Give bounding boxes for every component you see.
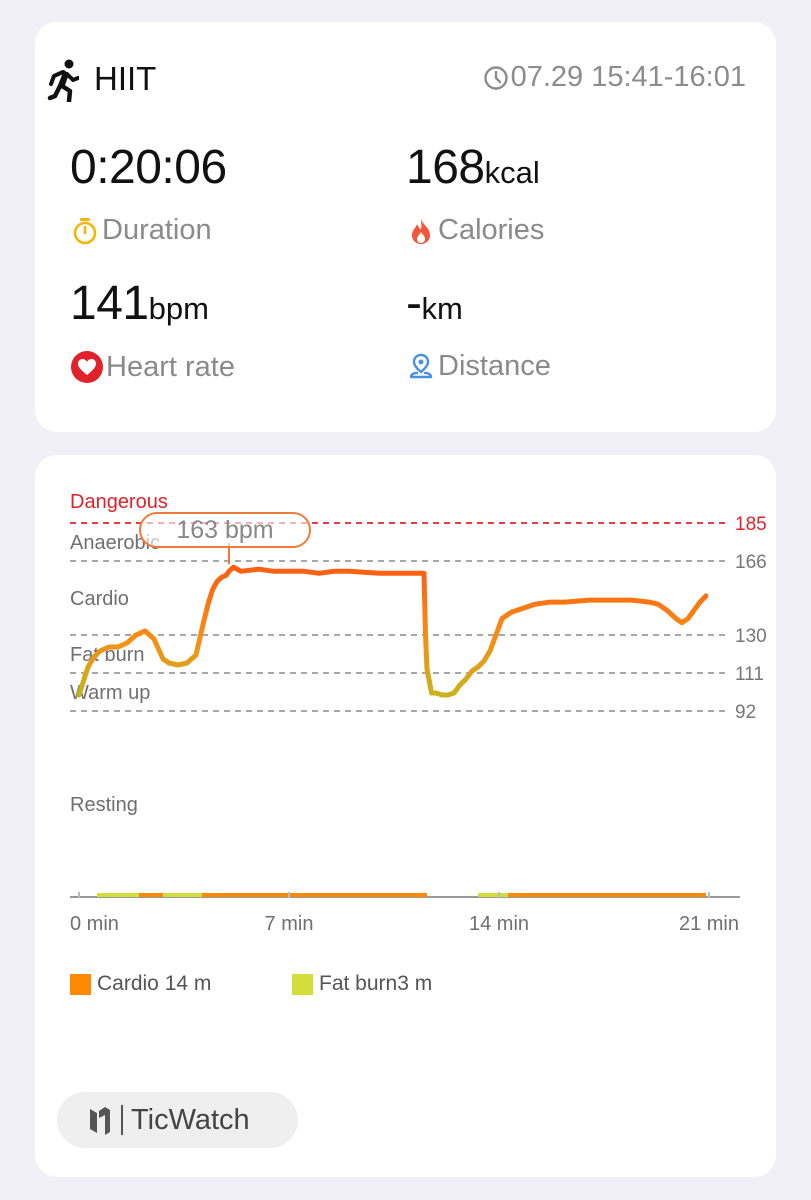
summary-header: HIIT 07.29 15:41-16:01 [47, 58, 746, 102]
x-tick-label-1: 7 min [265, 913, 314, 935]
zone-label-cardio: Cardio [70, 588, 129, 610]
calories-label: Calories [438, 214, 545, 246]
duration-label: Duration [102, 214, 212, 246]
zone-label-resting: Resting [70, 794, 138, 816]
threshold-label-185: 185 [735, 514, 767, 535]
ticwatch-logo-icon [90, 1107, 110, 1135]
distance-unit: km [421, 291, 463, 326]
flame-icon [412, 218, 430, 244]
zone-bar-segment-2 [163, 893, 202, 897]
calories-stat: 168kcal Calories [406, 144, 544, 247]
location-pin-icon [409, 353, 433, 378]
zone-label-fat-burn: Fat burn [70, 644, 144, 666]
zone-label-warm-up: Warm up [70, 682, 150, 704]
legend-item-cardio: Cardio 14 m [70, 972, 211, 996]
calories-unit: kcal [484, 155, 540, 190]
heart-rate-unit: bpm [148, 291, 209, 326]
heart-rate-line [76, 564, 709, 698]
brand-divider [121, 1105, 123, 1135]
clock-icon [483, 65, 508, 90]
x-tick-label-2: 14 min [469, 913, 529, 935]
distance-value: - [406, 277, 422, 330]
brand-name: TicWatch [131, 1103, 250, 1136]
running-figure-icon [47, 59, 79, 102]
heart-rate-chart-card: 185 166 130 111 92 Dangerous Anaerobic Cardio Fa… [35, 455, 776, 1177]
heart-rate-stat: 141bpm Heart rate [70, 280, 235, 384]
threshold-label-92: 92 [735, 702, 756, 723]
ticwatch-brand-badge[interactable]: TicWatch [57, 1092, 298, 1148]
legend-item-fat-burn: Fat burn3 m [292, 972, 432, 996]
x-tick-label-0: 0 min [70, 913, 119, 935]
legend-swatch-fat-burn [292, 973, 313, 995]
x-tick-label-3: 21 min [679, 913, 739, 935]
duration-value: 0:20:06 [70, 141, 227, 194]
legend-label-fat-burn: Fat burn3 m [319, 972, 433, 995]
legend-swatch-cardio [70, 973, 91, 995]
threshold-label-111: 111 [735, 664, 764, 685]
heart-rate-label: Heart rate [106, 350, 235, 383]
zone-label-dangerous: Dangerous [70, 491, 168, 513]
zone-bar-segment-1 [139, 893, 163, 897]
distance-stat: -km Distance [406, 280, 551, 383]
threshold-label-130: 130 [735, 626, 767, 647]
peak-bubble [139, 512, 311, 548]
peak-label: 163 bpm [176, 516, 273, 544]
duration-stat: 0:20:06 Duration [70, 144, 227, 247]
zone-bar-segment-3 [202, 893, 427, 897]
zone-bar-segment-4 [478, 893, 508, 897]
legend-label-cardio: Cardio 14 m [97, 972, 212, 995]
zone-bar-segment-5 [508, 893, 706, 897]
time-range-text: 07.29 15:41-16:01 [510, 61, 746, 93]
stopwatch-icon [73, 217, 97, 244]
calories-value: 168 [406, 141, 485, 194]
workout-summary-card: HIIT 07.29 15:41-16:01 0:20:06 Duration … [35, 22, 776, 432]
heart-rate-chart: 185 166 130 111 92 Dangerous Anaerobic Cardio Fa… [70, 491, 767, 935]
heart-rate-value: 141 [70, 277, 149, 330]
threshold-label-166: 166 [735, 552, 767, 573]
zone-label-anaerobic: Anaerobic [70, 532, 160, 554]
activity-title: HIIT [94, 60, 157, 97]
heart-icon [71, 351, 103, 383]
zone-bar-segment-0 [97, 893, 139, 897]
time-range: 07.29 15:41-16:01 [483, 61, 746, 94]
distance-label: Distance [438, 350, 551, 382]
